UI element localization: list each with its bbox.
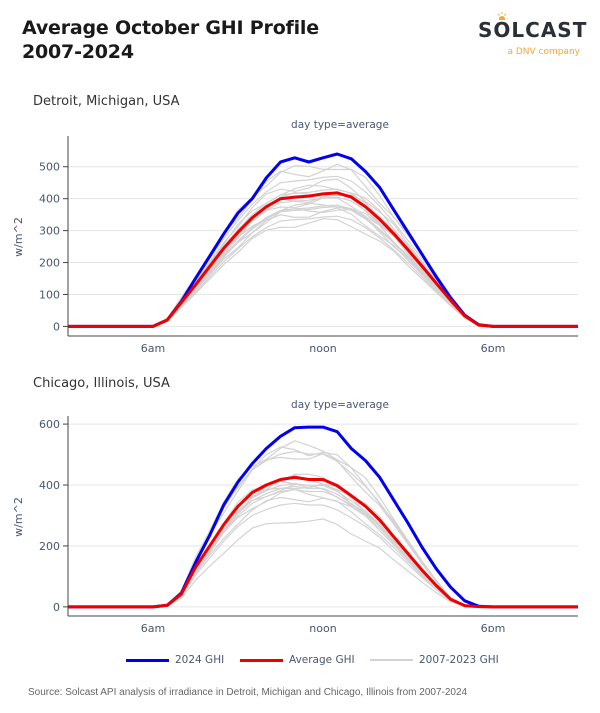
- x-tick-label: 6pm: [481, 342, 506, 352]
- historical-line: [68, 473, 578, 608]
- legend-label-2024: 2024 GHI: [175, 654, 225, 666]
- y-axis-label: w/m^2: [12, 217, 25, 257]
- series-average-line: [68, 191, 578, 328]
- historical-line: [68, 207, 578, 327]
- historical-line: [68, 474, 578, 608]
- logo-wordmark: SOLCAST: [478, 18, 588, 42]
- historical-line: [68, 476, 578, 608]
- legend-item-average[interactable]: Average GHI: [240, 652, 355, 668]
- legend-item-historical[interactable]: 2007-2023 GHI: [370, 652, 499, 668]
- historical-line: [68, 178, 578, 327]
- title-line-2: 2007-2024: [22, 41, 134, 63]
- y-tick-label: 0: [53, 601, 60, 614]
- historical-line: [68, 202, 578, 327]
- historical-line: [68, 163, 578, 327]
- x-tick-label: noon: [309, 342, 336, 352]
- chicago-chart: day type=average 0 200 400 600 w/m^2 6am noon 6p…: [12, 399, 578, 632]
- historical-line: [68, 518, 578, 608]
- historical-line: [68, 207, 578, 327]
- historical-line: [68, 206, 578, 327]
- series-average-line: [68, 475, 578, 609]
- historical-line: [68, 496, 578, 608]
- chart-title: day type=average: [291, 119, 389, 131]
- historical-line: [68, 482, 578, 608]
- historical-line: [68, 218, 578, 327]
- logo-tagline: a DNV company: [507, 47, 580, 57]
- solcast-logo: SOLCAST a DNV company: [478, 12, 588, 64]
- historical-line: [68, 483, 578, 608]
- historical-line: [68, 488, 578, 608]
- historical-line: [68, 215, 578, 327]
- historical-line: [68, 446, 578, 608]
- y-tick-label: 400: [39, 193, 60, 206]
- legend-swatch-2024: [126, 658, 169, 662]
- historical-line: [68, 450, 578, 608]
- x-tick-label: 6pm: [481, 622, 506, 632]
- historical-line: [68, 188, 578, 327]
- x-tick-label: 6am: [141, 622, 165, 632]
- x-tick-label: noon: [309, 622, 336, 632]
- legend-label-historical: 2007-2023 GHI: [419, 654, 499, 666]
- y-tick-label: 100: [39, 288, 60, 301]
- y-tick-label: 500: [39, 161, 60, 174]
- legend-label-average: Average GHI: [289, 654, 355, 666]
- legend-item-2024[interactable]: 2024 GHI: [126, 652, 224, 668]
- page-title: Average October GHI Profile 2007-2024: [22, 16, 319, 64]
- y-tick-label: 200: [39, 540, 60, 553]
- chart-legend: 2024 GHI Average GHI 2007-2023 GHI: [0, 652, 600, 668]
- legend-swatch-historical: [370, 659, 413, 661]
- chicago-subtitle: Chicago, Illinois, USA: [33, 376, 170, 391]
- title-line-1: Average October GHI Profile: [22, 17, 319, 39]
- historical-line: [68, 453, 578, 608]
- series-2024-line: [68, 152, 578, 328]
- y-tick-label: 400: [39, 479, 60, 492]
- detroit-subtitle: Detroit, Michigan, USA: [33, 94, 180, 109]
- historical-line: [68, 204, 578, 327]
- historical-line: [68, 440, 578, 608]
- x-tick-label: 6am: [141, 342, 165, 352]
- y-tick-label: 300: [39, 225, 60, 238]
- y-tick-label: 0: [53, 320, 60, 333]
- historical-line: [68, 480, 578, 608]
- y-tick-label: 200: [39, 257, 60, 270]
- y-tick-label: 600: [39, 418, 60, 431]
- legend-swatch-average: [240, 658, 283, 662]
- y-axis-label: w/m^2: [12, 497, 25, 537]
- sun-icon: [497, 12, 507, 20]
- historical-line: [68, 488, 578, 608]
- detroit-chart: day type=average 0 100 200 300 400 500 w/m^2 6am…: [12, 119, 578, 352]
- source-note: Source: Solcast API analysis of irradian…: [28, 687, 468, 698]
- chart-title: day type=average: [291, 399, 389, 411]
